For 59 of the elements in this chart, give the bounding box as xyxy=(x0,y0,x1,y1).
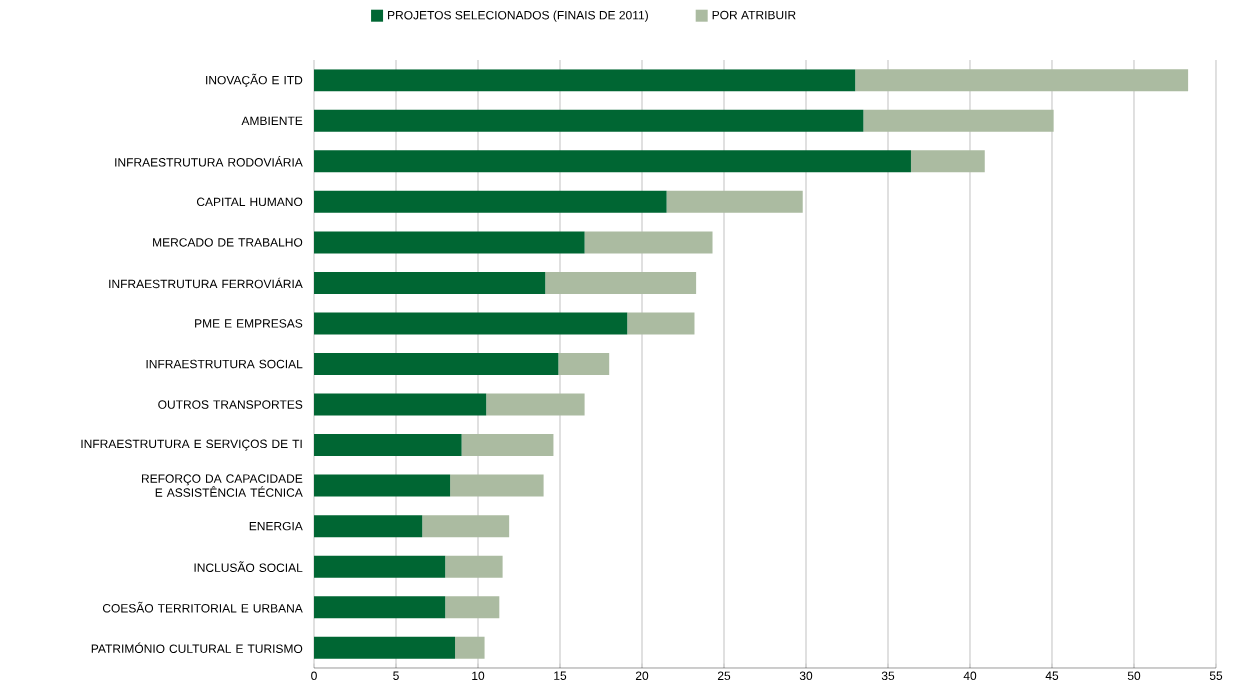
y-tick-label: REFORÇO DA CAPACIDADE E ASSISTÊNCIA TÉCNICA xyxy=(142,474,303,497)
x-tick-label: 45 xyxy=(1045,671,1059,680)
y-tick-label: INFRAESTRUTURA FERROVIÁRIA xyxy=(109,277,303,289)
y-tick-label: MERCADO DE TRABALHO xyxy=(153,238,303,247)
bar xyxy=(314,69,856,92)
x-tick-label: 5 xyxy=(393,671,399,680)
y-tick-label: INFRAESTRUTURA SOCIAL xyxy=(146,359,303,369)
bar xyxy=(455,636,485,659)
bar xyxy=(445,596,500,619)
x-tick-label: 20 xyxy=(635,671,649,681)
x-tick-label: 40 xyxy=(963,671,977,681)
y-tick-label: OUTROS TRANSPORTES xyxy=(158,400,303,409)
bar xyxy=(666,190,803,213)
x-tick-label: 0 xyxy=(311,671,317,681)
x-tick-label: 35 xyxy=(881,671,895,681)
y-tick-label: INFRAESTRUTURA E SERVIÇOS DE TI xyxy=(81,439,302,451)
y-tick-label: COESÃO TERRITORIAL E URBANA xyxy=(102,601,303,613)
bar xyxy=(910,150,985,173)
bar xyxy=(422,515,510,538)
x-tick-label: 15 xyxy=(554,671,567,680)
bar xyxy=(863,109,1054,132)
y-tick-label: INCLUSÃO SOCIAL xyxy=(194,561,303,572)
y-tick-label: INFRAESTRUTURA RODOVIÁRIA xyxy=(115,156,303,167)
bar xyxy=(855,69,1189,92)
bar xyxy=(545,271,697,294)
y-tick-label: ENERGIA xyxy=(249,521,303,531)
bar xyxy=(314,393,487,416)
bar xyxy=(314,352,559,375)
bar xyxy=(445,555,503,578)
bar xyxy=(314,312,628,335)
bar xyxy=(450,474,544,497)
y-tick-label: PATRIMÓNIO CULTURAL E TURISMO xyxy=(91,642,303,653)
x-tick-label: 30 xyxy=(799,671,813,681)
bar xyxy=(461,434,554,457)
y-tick-label: PME E EMPRESAS xyxy=(195,319,303,328)
bar xyxy=(314,231,585,254)
bar xyxy=(314,109,864,132)
bar xyxy=(584,231,713,254)
y-tick-label: AMBIENTE xyxy=(241,116,303,125)
x-tick-label: 55 xyxy=(1209,671,1223,680)
y-tick-label: INOVAÇÃO E ITD xyxy=(206,73,303,87)
bar xyxy=(314,555,446,578)
x-tick-label: 25 xyxy=(717,671,731,681)
bar xyxy=(314,515,423,538)
bar xyxy=(558,352,610,375)
x-tick-label: 10 xyxy=(472,671,485,681)
bar xyxy=(314,434,462,457)
x-tick-label: 50 xyxy=(1127,671,1141,681)
bar xyxy=(314,636,456,659)
bar xyxy=(314,596,446,619)
bar xyxy=(314,190,667,213)
bar xyxy=(486,393,585,416)
y-tick-label: CAPITAL HUMANO xyxy=(196,197,303,207)
legend-label: POR ATRIBUIR xyxy=(712,10,796,20)
bar xyxy=(314,271,546,294)
bar xyxy=(314,150,911,173)
bar xyxy=(314,474,451,497)
legend-label: PROJETOS SELECIONADOS (FINAIS DE 2011) xyxy=(388,10,648,22)
bar xyxy=(627,312,695,335)
